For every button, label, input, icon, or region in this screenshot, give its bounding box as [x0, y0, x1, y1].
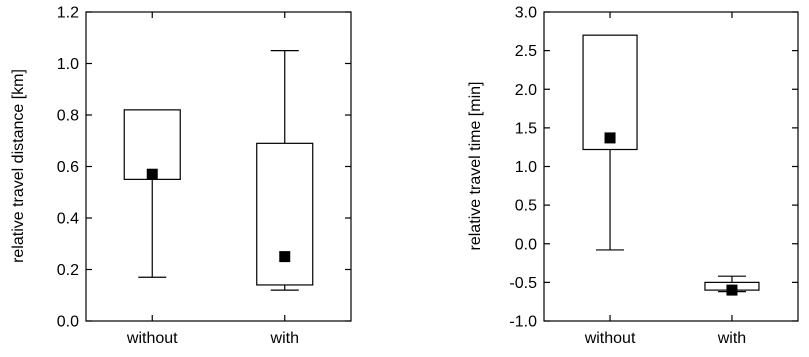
y-tick-label: 1.0: [515, 159, 537, 176]
box: [257, 143, 313, 285]
mean-marker: [605, 132, 616, 143]
x-tick-label: without: [126, 330, 178, 347]
x-tick-label: with: [717, 330, 746, 347]
y-axis-label: relative travel time [min]: [467, 82, 484, 251]
y-tick-label: 0.4: [57, 211, 79, 228]
x-tick-label: with: [270, 330, 299, 347]
y-tick-label: 1.0: [57, 56, 79, 73]
y-tick-label: 1.2: [57, 5, 79, 22]
mean-marker: [726, 285, 737, 296]
y-tick-label: 2.0: [515, 82, 537, 99]
y-tick-label: 3.0: [515, 5, 537, 22]
box: [583, 35, 637, 149]
y-tick-label: 0.2: [57, 262, 79, 279]
mean-marker: [279, 251, 290, 262]
y-tick-label: -1.0: [509, 314, 537, 331]
y-tick-label: 2.5: [515, 43, 537, 60]
y-tick-label: 0.8: [57, 108, 79, 125]
y-tick-label: 1.5: [515, 120, 537, 137]
time-chart-panel: relative travel time [min] -1.0 -0.5 0.0 0.…: [467, 5, 798, 348]
distance-chart-panel: relative travel distance [km] 0.0 0.2 0.4 0…: [10, 5, 351, 348]
y-tick-label: -0.5: [509, 275, 537, 292]
y-tick-label: 0.5: [515, 198, 537, 215]
y-tick-label: 0.0: [57, 314, 79, 331]
plot-frame: [544, 12, 798, 321]
x-tick-label: without: [584, 330, 636, 347]
mean-marker: [147, 169, 158, 180]
y-axis-label: relative travel distance [km]: [10, 69, 27, 263]
y-tick-label: 0.6: [57, 159, 79, 176]
y-tick-label: 0.0: [515, 236, 537, 253]
